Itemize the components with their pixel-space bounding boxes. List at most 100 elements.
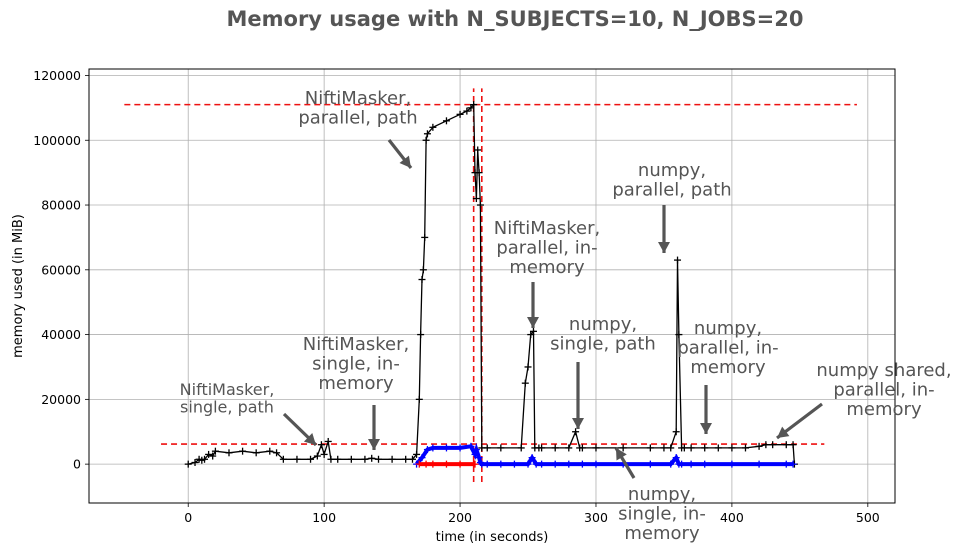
ticks: 0 100 200 300 400 500 0 20000 40000 60000 80000 100… <box>33 68 880 525</box>
x-tick-label: 400 <box>720 510 744 525</box>
data-point <box>201 455 209 463</box>
data-point <box>680 444 688 452</box>
data-point <box>528 454 536 462</box>
annotation-text: parallel, in- <box>833 380 934 401</box>
annotation-text: NiftiMasker, <box>180 380 275 399</box>
annotation-text: memory <box>624 523 700 544</box>
data-point <box>592 444 600 452</box>
data-point <box>413 450 421 458</box>
x-tick-label: 0 <box>184 510 192 525</box>
data-point <box>675 331 683 339</box>
data-point <box>423 446 431 454</box>
data-point <box>687 444 695 452</box>
data-point <box>674 256 682 264</box>
annotation-text: parallel, in- <box>496 238 597 259</box>
reference-lines <box>124 88 857 482</box>
y-tick-label: 40000 <box>41 327 81 342</box>
chart-title: Memory usage with N_SUBJECTS=10, N_JOBS=… <box>227 7 804 31</box>
data-point <box>782 441 790 449</box>
data-point <box>456 110 464 118</box>
data-point <box>538 444 546 452</box>
data-point <box>521 379 529 387</box>
data-point <box>497 460 505 468</box>
data-point <box>471 460 479 468</box>
data-point <box>701 460 709 468</box>
annotation-text: NiftiMasker, <box>303 334 409 355</box>
data-point <box>191 459 199 467</box>
data-point <box>672 428 680 436</box>
y-tick-label: 0 <box>73 457 81 472</box>
data-point <box>538 460 546 468</box>
annotation-text: numpy, <box>694 318 762 339</box>
data-point <box>572 428 580 436</box>
data-point <box>317 441 325 449</box>
data-point <box>463 107 471 115</box>
data-point <box>755 442 763 450</box>
data-point <box>417 331 425 339</box>
data-point <box>687 460 695 468</box>
data-point <box>418 454 426 462</box>
data-point <box>472 446 480 454</box>
data-point <box>442 117 450 125</box>
data-point <box>728 460 736 468</box>
data-point <box>184 460 192 468</box>
y-tick-label: 20000 <box>41 392 81 407</box>
data-point <box>252 449 260 457</box>
annotation-arrowhead <box>527 317 539 328</box>
data-point <box>418 276 426 284</box>
annotations: NiftiMasker,parallel, pathNiftiMasker,pa… <box>180 88 952 544</box>
data-point <box>334 455 342 463</box>
annotation-arrowhead <box>303 433 316 445</box>
data-point <box>422 460 430 468</box>
data-point <box>388 455 396 463</box>
data-point <box>728 444 736 452</box>
data-point <box>678 460 686 468</box>
annotation-text: numpy, <box>569 314 637 335</box>
data-point <box>474 146 482 154</box>
y-tick-label: 120000 <box>33 68 81 83</box>
annotation-text: numpy, <box>638 160 706 181</box>
data-point <box>375 455 383 463</box>
data-point <box>475 454 483 462</box>
data-point <box>327 455 335 463</box>
data-point <box>324 437 332 445</box>
data-point <box>421 233 429 241</box>
annotation-text: memory <box>509 257 585 278</box>
data-point <box>209 452 217 460</box>
data-point <box>472 195 480 203</box>
x-tick-label: 200 <box>448 510 472 525</box>
data-point <box>415 460 423 468</box>
annotation-text: single, in- <box>618 504 706 525</box>
annotation-text: parallel, in- <box>677 338 778 359</box>
annotation-text: single, in- <box>312 354 400 375</box>
data-point <box>279 455 287 463</box>
data-point <box>646 460 654 468</box>
data-point <box>225 449 233 457</box>
data-point <box>529 327 537 335</box>
data-point <box>419 266 427 274</box>
data-point <box>408 455 416 463</box>
data-point <box>755 460 763 468</box>
data-point <box>402 455 410 463</box>
annotation-arrowhead <box>700 423 712 434</box>
data-point <box>293 455 301 463</box>
data-point <box>672 454 680 462</box>
data-point <box>456 444 464 452</box>
data-point <box>423 130 431 138</box>
data-point <box>211 447 219 455</box>
data-point <box>660 444 668 452</box>
data-point <box>551 460 559 468</box>
annotation-text: single, path <box>550 334 656 355</box>
data-point <box>762 441 770 449</box>
data-point <box>646 444 654 452</box>
series-line <box>188 102 796 465</box>
data-point <box>266 447 274 455</box>
data-point <box>347 455 355 463</box>
annotation-arrowhead <box>777 426 790 438</box>
data-point <box>239 447 247 455</box>
x-tick-label: 100 <box>312 510 336 525</box>
data-point <box>471 450 479 458</box>
y-tick-label: 80000 <box>41 198 81 213</box>
data-point <box>483 444 491 452</box>
